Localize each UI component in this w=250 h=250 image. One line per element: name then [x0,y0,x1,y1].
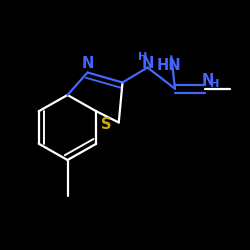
Text: N: N [201,73,214,88]
Text: N: N [81,56,94,70]
Text: H: H [138,52,148,62]
Text: N: N [141,56,154,71]
Text: S: S [100,117,111,132]
Text: H: H [210,79,219,89]
Text: HN: HN [156,58,181,72]
